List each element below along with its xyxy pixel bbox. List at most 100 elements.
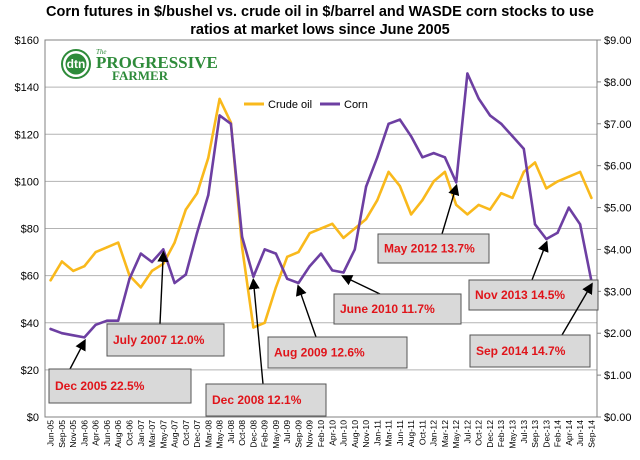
data-point-crude-oil bbox=[117, 241, 120, 244]
data-point-corn bbox=[466, 72, 469, 75]
legend-label-corn: Corn bbox=[344, 99, 368, 111]
x-tick-label: Sep-13 bbox=[530, 420, 540, 448]
data-point-crude-oil bbox=[500, 192, 503, 195]
x-tick-label: Aug-07 bbox=[170, 420, 180, 448]
data-point-corn bbox=[533, 223, 537, 226]
data-point-corn bbox=[218, 114, 221, 117]
y-right-tick-label: $6.00 bbox=[604, 161, 632, 173]
annotations: Dec 2005 22.5% July 2007 12.0% Dec 2008 12… bbox=[48, 183, 599, 417]
annotation-arrow bbox=[441, 183, 460, 235]
annotation-arrow bbox=[69, 338, 86, 370]
axes: $0 $20 $40 $60 $80 $100 $120 $140 $160 $0.00 $1.00… bbox=[15, 35, 632, 449]
data-point-corn bbox=[387, 122, 390, 126]
y-right-tick-label: $0.00 bbox=[604, 412, 632, 424]
data-point-crude-oil bbox=[173, 241, 176, 244]
series-lines bbox=[49, 72, 593, 339]
logo-dtn-mark: dtn bbox=[67, 57, 86, 71]
data-point-corn bbox=[443, 156, 447, 159]
x-tick-label: Jun-10 bbox=[339, 420, 349, 446]
x-tick-label: Nov-05 bbox=[68, 420, 78, 448]
annotation-label: Dec 2008 12.1% bbox=[212, 393, 302, 407]
y-right-tick-label: $7.00 bbox=[604, 119, 632, 131]
data-point-corn bbox=[421, 156, 424, 159]
data-point-corn bbox=[308, 265, 311, 268]
x-tick-label: Nov-10 bbox=[361, 420, 371, 448]
annotation-arrow bbox=[531, 240, 549, 281]
data-point-corn bbox=[500, 122, 503, 126]
data-point-corn bbox=[240, 235, 244, 239]
data-point-crude-oil bbox=[353, 227, 356, 230]
data-point-crude-oil bbox=[240, 246, 244, 249]
data-point-corn bbox=[286, 277, 289, 280]
data-point-crude-oil bbox=[184, 208, 187, 211]
data-point-crude-oil bbox=[556, 180, 559, 183]
logo-disc-icon bbox=[65, 53, 87, 75]
data-point-corn bbox=[49, 327, 52, 331]
data-point-corn bbox=[263, 248, 266, 251]
x-tick-label: Jun-14 bbox=[575, 420, 585, 446]
data-point-corn bbox=[353, 248, 356, 251]
data-point-corn bbox=[207, 193, 210, 197]
data-point-crude-oil bbox=[49, 279, 52, 282]
x-tick-label: Feb-09 bbox=[260, 420, 270, 447]
data-point-crude-oil bbox=[263, 321, 266, 324]
data-point-corn bbox=[488, 114, 492, 117]
data-point-corn bbox=[578, 223, 582, 226]
data-point-corn bbox=[117, 319, 120, 322]
x-tick-label: Sep-14 bbox=[586, 420, 596, 448]
x-tick-label: Jul-13 bbox=[519, 420, 529, 444]
data-point-corn bbox=[252, 275, 255, 278]
y-left-tick-label: $60 bbox=[21, 271, 39, 283]
data-point-crude-oil bbox=[376, 199, 379, 202]
x-tick-label: Apr-06 bbox=[91, 420, 101, 446]
logo-line-2: FARMER bbox=[112, 68, 169, 83]
data-point-corn bbox=[331, 269, 334, 272]
x-tick-label: Apr-14 bbox=[564, 420, 574, 446]
data-point-corn bbox=[72, 334, 75, 337]
y-right-tick-label: $8.00 bbox=[604, 77, 632, 89]
data-point-crude-oil bbox=[590, 196, 593, 200]
data-point-corn bbox=[195, 231, 199, 234]
data-point-crude-oil bbox=[522, 170, 525, 174]
data-point-corn bbox=[455, 181, 458, 184]
data-point-corn bbox=[545, 237, 548, 241]
x-tick-label: Jun-11 bbox=[395, 420, 405, 446]
data-point-corn bbox=[94, 323, 97, 326]
x-tick-label: Jan-06 bbox=[79, 420, 89, 446]
data-point-corn bbox=[477, 97, 480, 100]
data-point-crude-oil bbox=[421, 199, 424, 202]
data-point-crude-oil bbox=[72, 269, 75, 273]
x-tick-label: Mar-11 bbox=[384, 420, 394, 447]
data-point-crude-oil bbox=[545, 187, 548, 190]
data-point-corn bbox=[229, 122, 233, 126]
logo-line-1: PROGRESSIVE bbox=[96, 53, 218, 72]
y-left-tick-label: $120 bbox=[15, 129, 39, 141]
annotation-box bbox=[468, 279, 599, 311]
y-right-tick-label: $2.00 bbox=[604, 328, 632, 340]
data-point-corn bbox=[128, 277, 131, 280]
data-point-corn bbox=[139, 252, 142, 255]
x-tick-label: May-12 bbox=[451, 420, 461, 449]
y-right-tick-label: $3.00 bbox=[604, 286, 632, 298]
data-point-crude-oil bbox=[533, 161, 537, 164]
data-point-corn bbox=[364, 185, 368, 188]
annotation-arrow bbox=[295, 284, 317, 338]
data-point-crude-oil bbox=[364, 217, 368, 221]
x-tick-label: Aug-10 bbox=[350, 420, 360, 448]
data-point-corn bbox=[432, 151, 435, 155]
data-point-crude-oil bbox=[443, 170, 447, 174]
data-point-crude-oil bbox=[398, 184, 402, 188]
x-tick-label: Sep-09 bbox=[293, 420, 303, 448]
data-point-corn bbox=[274, 252, 278, 255]
plot-frame bbox=[44, 39, 598, 418]
data-point-crude-oil bbox=[94, 250, 97, 254]
x-tick-label: Feb-13 bbox=[496, 420, 506, 447]
data-point-crude-oil bbox=[139, 286, 142, 289]
data-point-corn bbox=[342, 271, 345, 274]
data-point-crude-oil bbox=[286, 255, 289, 258]
x-tick-label: Oct-12 bbox=[474, 420, 484, 446]
data-point-corn bbox=[150, 260, 154, 264]
y-left-tick-label: $0 bbox=[27, 412, 39, 424]
annotation-arrow bbox=[157, 250, 169, 325]
